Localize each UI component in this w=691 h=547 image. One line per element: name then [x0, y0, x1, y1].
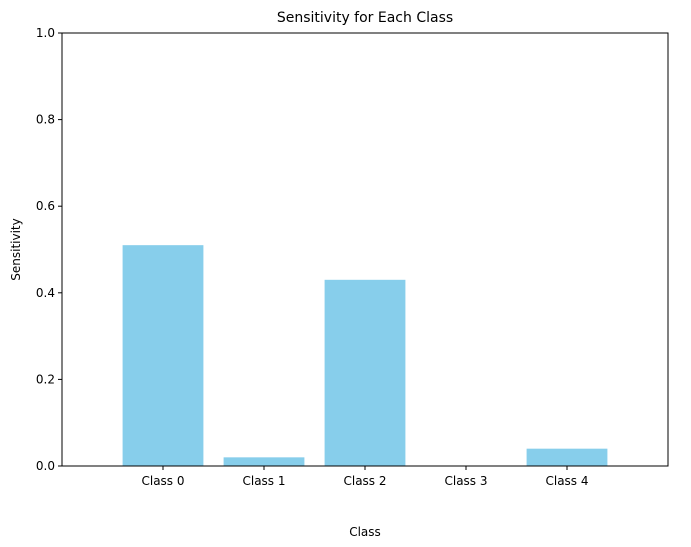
y-tick-label: 0.2	[36, 372, 55, 386]
x-tick-label: Class 1	[242, 474, 285, 488]
x-tick-label: Class 0	[141, 474, 184, 488]
y-tick-label: 0.6	[36, 199, 55, 213]
y-axis-label: Sensitivity	[9, 218, 23, 280]
bar-class-1	[223, 457, 305, 466]
y-tick-label: 0.4	[36, 286, 55, 300]
y-tick-label: 1.0	[36, 26, 55, 40]
x-ticks-group: Class 0 Class 1 Class 2 Class 3 Class 4	[141, 466, 589, 488]
x-tick-label: Class 2	[343, 474, 386, 488]
bar-class-4	[526, 448, 608, 466]
bars-group	[122, 245, 608, 466]
y-tick-label: 0.0	[36, 459, 55, 473]
chart-title: Sensitivity for Each Class	[277, 10, 453, 26]
x-tick-label: Class 3	[444, 474, 487, 488]
bar-class-0	[122, 245, 204, 466]
y-tick-label: 0.8	[36, 113, 55, 127]
plot-frame	[61, 32, 669, 467]
x-axis-label: Class	[349, 525, 381, 539]
y-ticks-group: 0.0 0.2 0.4 0.6 0.8 1.0	[36, 26, 62, 473]
x-tick-label: Class 4	[545, 474, 588, 488]
bar-class-2	[324, 279, 406, 466]
